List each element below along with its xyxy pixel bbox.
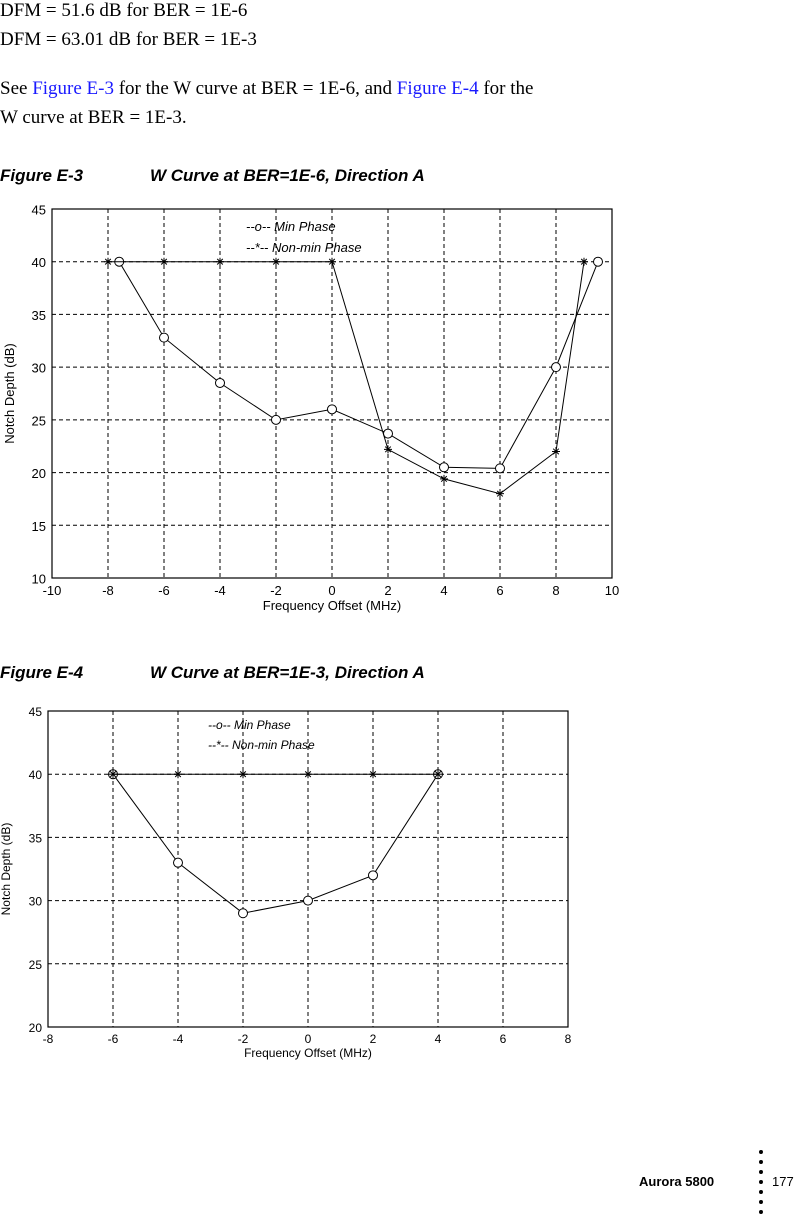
y-tick-label: 25 xyxy=(32,413,46,428)
y-tick-label: 30 xyxy=(32,361,46,376)
y-tick-label: 35 xyxy=(29,831,43,845)
data-point-circle xyxy=(368,870,378,881)
x-tick-label: -4 xyxy=(214,583,226,598)
y-axis-label: Notch Depth (dB) xyxy=(2,343,17,443)
dfm-line-1: DFM = 51.6 dB for BER = 1E-6 xyxy=(0,0,248,21)
x-tick-label: 4 xyxy=(435,1032,442,1046)
data-point-star xyxy=(328,257,336,266)
figure-e4-link[interactable]: Figure E-4 xyxy=(396,78,479,99)
paragraph-text: See xyxy=(0,78,33,99)
legend-entry: --o-- Min Phase xyxy=(208,718,291,732)
x-tick-label: 8 xyxy=(552,583,559,598)
data-point-star xyxy=(216,257,224,266)
figure-label: Figure E-3 xyxy=(0,166,84,185)
footer-product: Aurora 5800 xyxy=(639,1174,715,1189)
plot-frame xyxy=(47,710,569,1028)
x-tick-label: 6 xyxy=(496,583,503,598)
data-point-circle xyxy=(238,908,248,919)
figure-caption-e4: Figure E-4 W Curve at BER=1E-3, Directio… xyxy=(0,663,425,683)
legend-entry: --*-- Non-min Phase xyxy=(246,240,362,255)
x-tick-label: -4 xyxy=(173,1032,184,1046)
paragraph-text: for the W curve at BER = 1E-6, and xyxy=(113,78,397,99)
data-point-star xyxy=(174,770,182,779)
y-tick-label: 35 xyxy=(32,308,46,323)
data-point-star xyxy=(109,770,117,779)
figure-caption-e3: Figure E-3 W Curve at BER=1E-6, Directio… xyxy=(0,166,425,186)
dfm-line-2: DFM = 63.01 dB for BER = 1E-3 xyxy=(0,29,257,50)
series-line xyxy=(112,773,439,914)
figure-title: W Curve at BER=1E-3, Direction A xyxy=(150,663,425,682)
x-axis-label: Frequency Offset (MHz) xyxy=(263,598,401,613)
data-point-star xyxy=(440,474,448,483)
data-point-star xyxy=(239,770,247,779)
y-tick-label: 25 xyxy=(29,958,43,972)
data-point-star xyxy=(272,257,280,266)
data-point-star xyxy=(496,489,504,498)
series-line xyxy=(108,261,585,495)
x-tick-label: 8 xyxy=(565,1032,572,1046)
plot-frame xyxy=(51,208,613,579)
legend-entry: --o-- Min Phase xyxy=(246,219,336,234)
y-tick-label: 20 xyxy=(29,1021,43,1035)
x-tick-label: 2 xyxy=(370,1032,377,1046)
y-tick-label: 40 xyxy=(29,768,43,782)
data-point-circle xyxy=(271,414,281,425)
data-point-star xyxy=(369,770,377,779)
x-tick-label: -6 xyxy=(158,583,170,598)
x-tick-label: -2 xyxy=(238,1032,249,1046)
y-tick-label: 45 xyxy=(32,203,46,218)
x-tick-label: 2 xyxy=(384,583,391,598)
data-point-circle xyxy=(439,462,449,473)
data-point-circle xyxy=(327,404,337,415)
x-tick-label: 6 xyxy=(500,1032,507,1046)
y-tick-label: 30 xyxy=(29,895,43,909)
data-point-circle xyxy=(303,895,313,906)
data-point-star xyxy=(160,257,168,266)
y-tick-label: 20 xyxy=(32,466,46,481)
x-tick-label: -10 xyxy=(43,583,62,598)
data-point-circle xyxy=(159,332,169,343)
data-point-star xyxy=(580,257,588,266)
data-point-star xyxy=(384,445,392,454)
x-tick-label: 0 xyxy=(328,583,335,598)
data-point-star xyxy=(304,770,312,779)
figure-e3-link[interactable]: Figure E-3 xyxy=(32,78,114,99)
x-tick-label: -2 xyxy=(270,583,282,598)
page-number: 177 xyxy=(772,1174,794,1189)
figure-title: W Curve at BER=1E-6, Direction A xyxy=(150,166,425,185)
y-tick-label: 40 xyxy=(32,255,46,270)
x-tick-label: 0 xyxy=(305,1032,312,1046)
data-point-circle xyxy=(173,857,183,868)
series-line xyxy=(118,261,599,469)
y-axis-label: Notch Depth (dB) xyxy=(0,823,13,916)
y-tick-label: 10 xyxy=(32,572,46,587)
y-tick-label: 15 xyxy=(32,519,46,534)
chart-e3: -10 -8 -6 -4 -2 0 2 4 6 8 10 10 15 20 25 30 35 40 45 Freque… xyxy=(2,203,619,614)
x-tick-label: 4 xyxy=(440,583,447,598)
x-tick-label: 10 xyxy=(605,583,619,598)
data-point-circle xyxy=(495,463,505,474)
figure-label: Figure E-4 xyxy=(0,663,84,682)
legend-entry: --*-- Non-min Phase xyxy=(208,738,315,752)
data-point-star xyxy=(104,257,112,266)
x-axis-label: Frequency Offset (MHz) xyxy=(244,1046,372,1060)
data-point-circle xyxy=(551,362,561,373)
paragraph-text: for the xyxy=(478,78,534,99)
y-tick-label: 45 xyxy=(29,705,43,719)
decorative-dots xyxy=(759,1150,765,1220)
x-tick-label: -6 xyxy=(108,1032,119,1046)
chart-e4: -8 -6 -4 -2 0 2 4 6 8 20 25 30 35 40 45 Frequency Offse… xyxy=(0,705,572,1060)
paragraph-line-2: W curve at BER = 1E-3. xyxy=(0,107,187,128)
data-point-circle xyxy=(215,377,225,388)
data-point-star xyxy=(552,447,560,456)
x-tick-label: -8 xyxy=(102,583,114,598)
data-point-circle xyxy=(593,256,603,267)
paragraph-line-1: See Figure E-3 for the W curve at BER = … xyxy=(0,78,533,100)
data-point-star xyxy=(434,770,442,779)
x-tick-label: -8 xyxy=(43,1032,54,1046)
data-point-circle xyxy=(383,428,393,439)
